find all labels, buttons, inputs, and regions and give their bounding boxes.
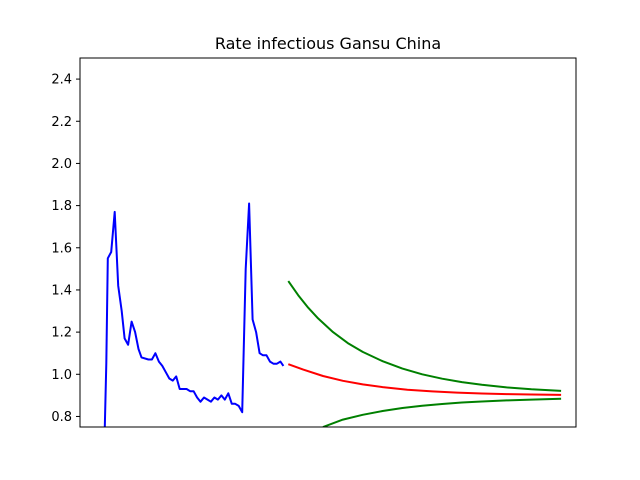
y-tick-label: 2.0 [51,157,72,172]
y-tick-label: 2.4 [51,73,72,88]
series-line-1 [103,202,285,427]
series-line-2 [287,363,562,396]
chart-title: Rate infectious Gansu China [215,34,441,53]
y-tick-label: 0.8 [51,410,72,425]
y-tick-label: 2.2 [51,115,72,130]
y-tick-label: 1.6 [51,241,72,256]
y-tick-label: 1.8 [51,199,72,214]
series-line-3 [287,280,562,392]
series-layer [103,202,562,427]
y-tick-label: 1.2 [51,326,72,341]
plot-frame [79,57,577,428]
y-tick-label: 1.0 [51,368,72,383]
series-line-4 [322,397,562,427]
y-tick-label: 1.4 [51,283,72,298]
plot-area [80,58,576,427]
y-axis: 0.8 1.0 1.2 1.4 1.6 1.8 2.0 2.2 2.4 [51,73,80,425]
